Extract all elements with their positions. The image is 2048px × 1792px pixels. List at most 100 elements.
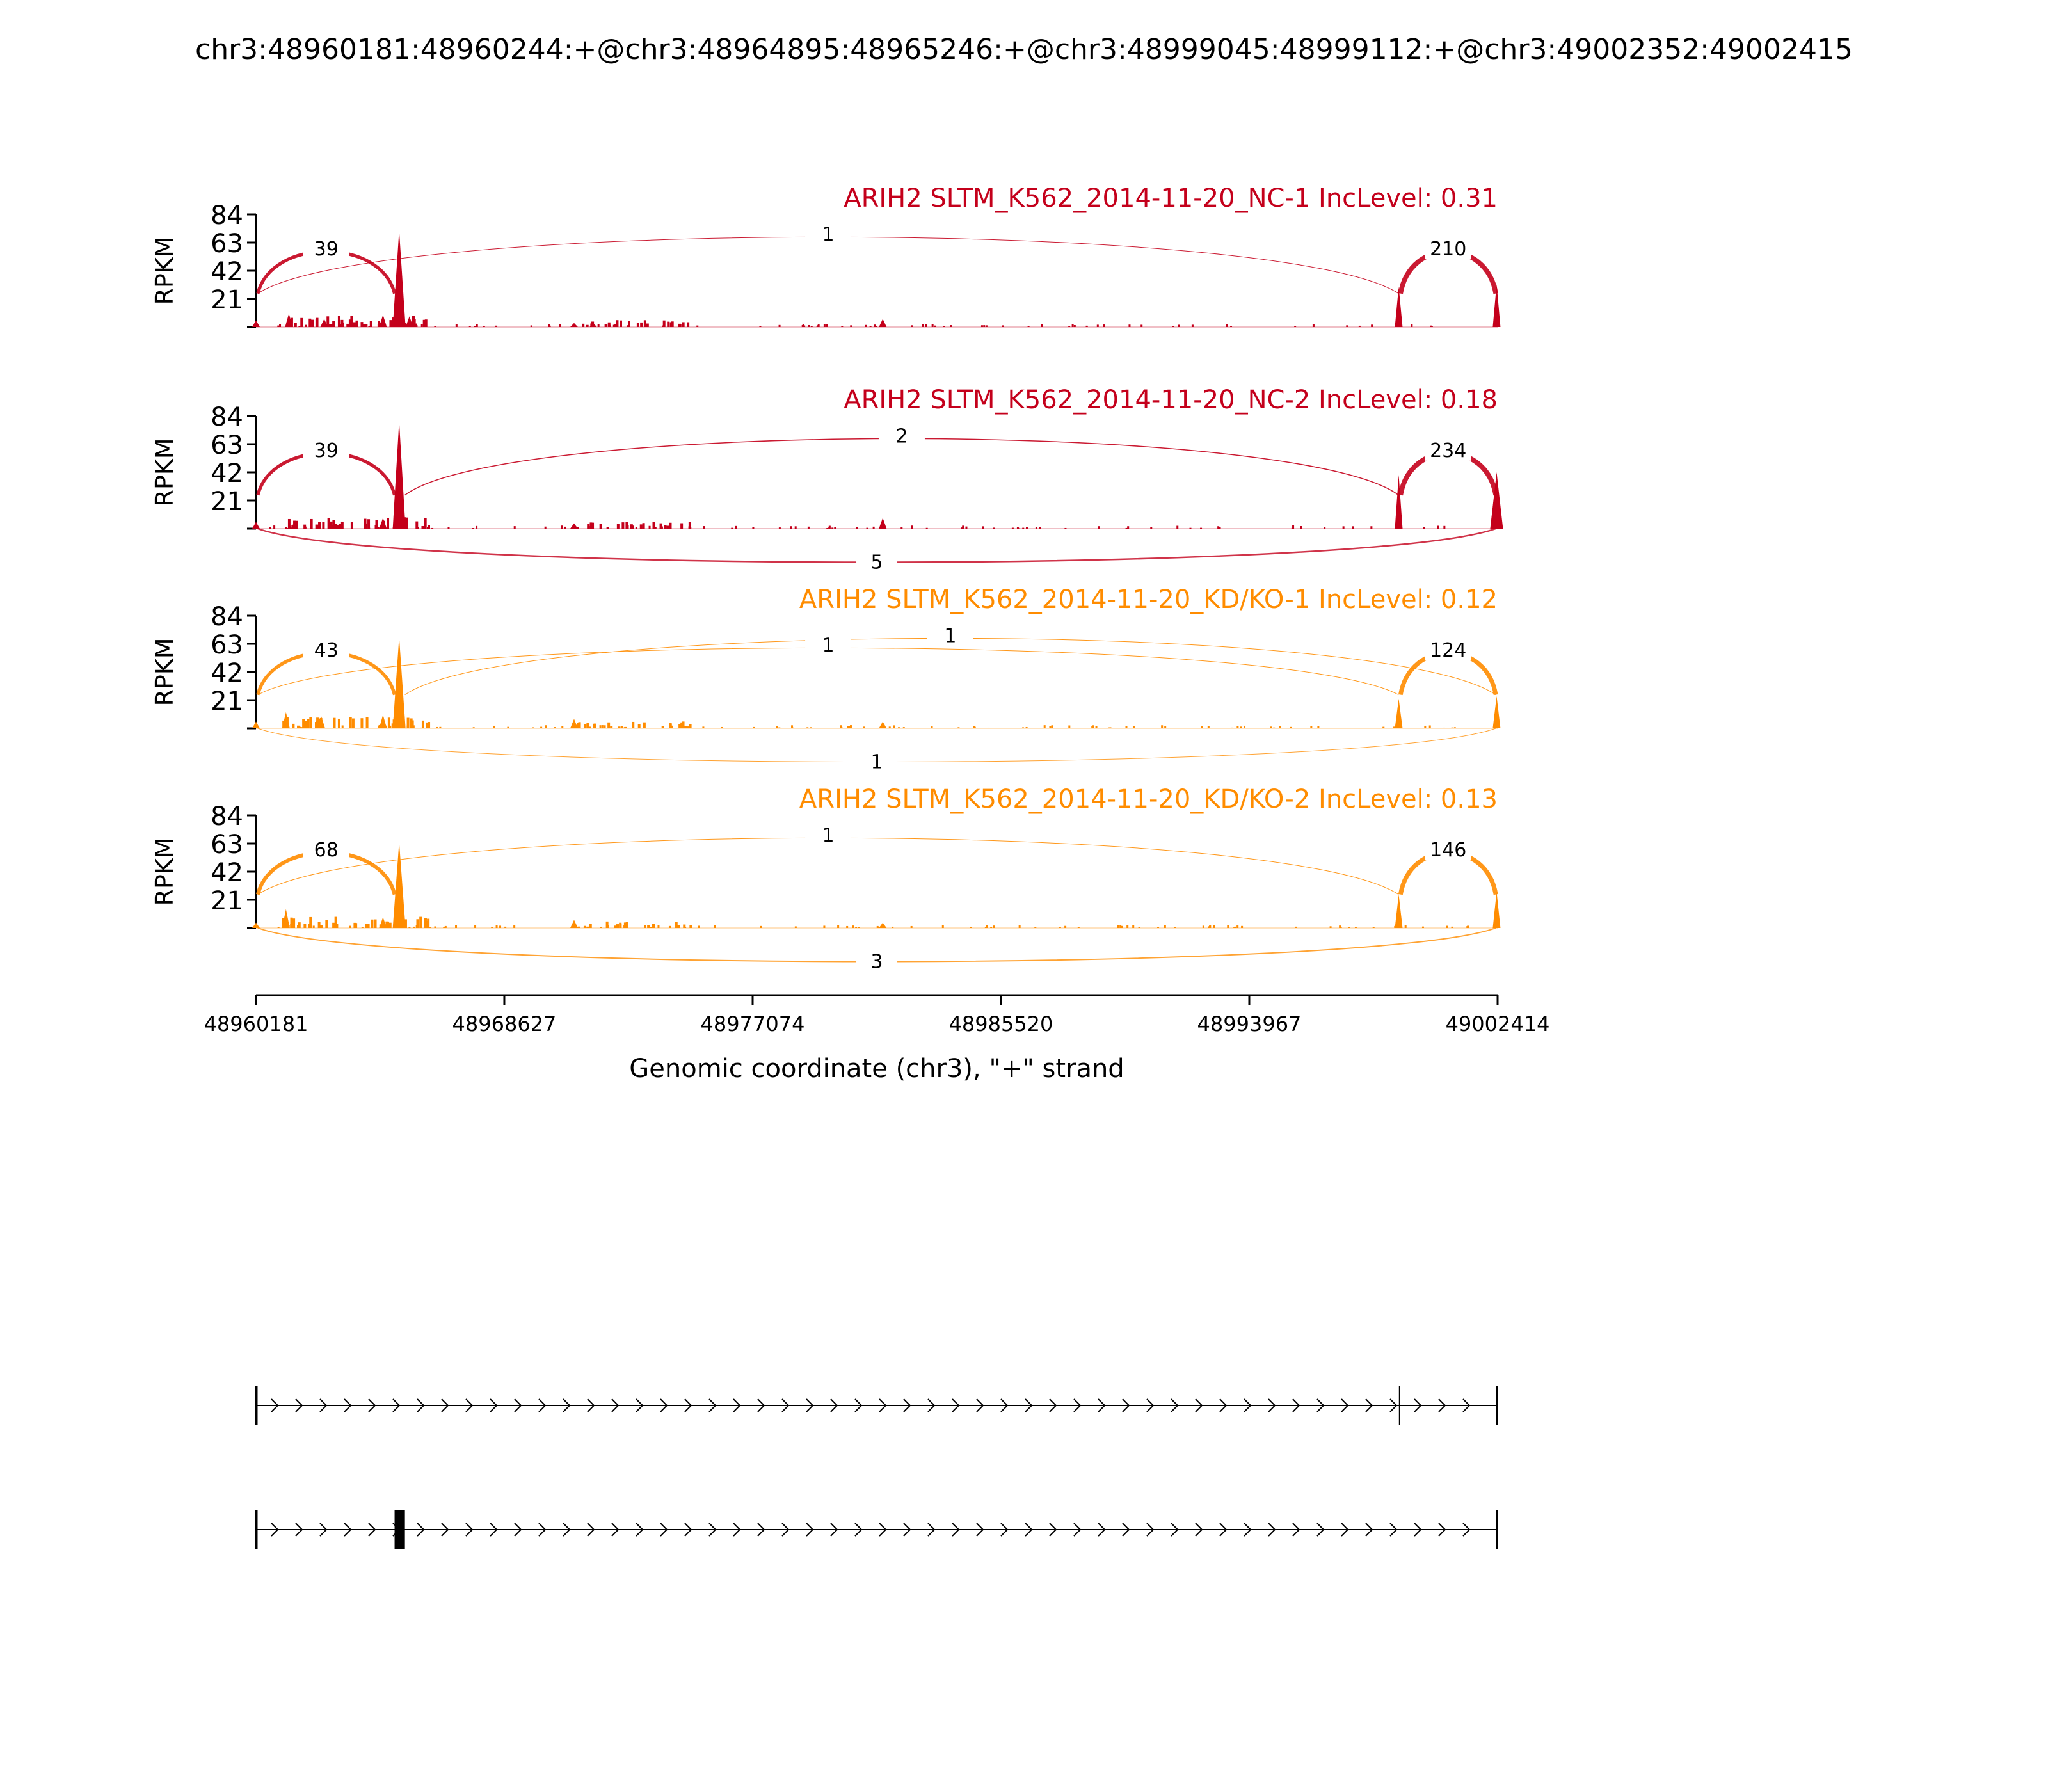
coverage-bar: [444, 925, 447, 928]
coverage-bar: [273, 525, 276, 529]
coverage-bar: [1358, 325, 1361, 327]
coverage-bar: [285, 527, 288, 529]
strand-arrow-icon: [538, 1398, 547, 1412]
strand-arrow-icon: [903, 1523, 911, 1537]
coverage-bar: [287, 321, 290, 327]
coverage-bar: [806, 727, 809, 728]
coverage-bar: [530, 325, 532, 327]
coverage-bar: [1121, 925, 1123, 928]
coverage-bar: [642, 523, 645, 529]
coverage-bar: [1022, 527, 1025, 529]
coverage-bar: [668, 925, 671, 928]
coverage-bar: [419, 916, 422, 928]
coverage-bar: [297, 725, 300, 728]
strand-arrow-icon: [441, 1523, 449, 1537]
coverage-bar: [1016, 527, 1019, 529]
coverage-bar: [1128, 324, 1131, 327]
strand-arrow-icon: [660, 1523, 668, 1537]
coverage-peak: [252, 721, 260, 728]
coverage-bar: [421, 720, 424, 728]
coverage-bar: [1310, 726, 1313, 728]
junction-label-bg: [856, 750, 898, 771]
coverage-bar: [1411, 324, 1413, 327]
coverage-bar: [985, 325, 988, 327]
coverage-bar: [604, 324, 607, 327]
coverage-bar: [406, 717, 410, 728]
strand-arrow-icon: [563, 1523, 571, 1537]
coverage-bar: [678, 724, 682, 728]
coverage-bar: [332, 520, 335, 529]
coverage-bar: [669, 723, 672, 728]
coverage-bar: [412, 316, 415, 327]
coverage-bar: [680, 723, 684, 728]
coverage-bar: [828, 525, 831, 529]
coverage-bar: [1095, 726, 1098, 728]
coverage-bar: [1339, 925, 1341, 928]
coverage-bar: [474, 326, 476, 327]
coverage-bar: [902, 727, 905, 728]
y-tick-label: 21: [211, 886, 243, 916]
strand-arrow-icon: [879, 1398, 887, 1412]
coverage-peak: [570, 323, 578, 327]
coverage-bar: [1244, 725, 1246, 728]
strand-arrow-icon: [392, 1398, 401, 1412]
coverage-bar: [387, 518, 390, 529]
strand-arrow-icon: [490, 1398, 498, 1412]
coverage-bar: [632, 721, 635, 728]
coverage-bar: [285, 717, 289, 728]
y-tick-label: 84: [211, 201, 243, 230]
junction-count: 146: [1430, 839, 1466, 861]
coverage-bar: [378, 323, 381, 327]
coverage-bar: [1233, 927, 1236, 928]
coverage-peak: [1492, 892, 1501, 928]
strand-arrow-icon: [952, 1398, 960, 1412]
coverage-bar: [595, 325, 597, 327]
coverage-bar: [675, 922, 678, 928]
strand-arrow-icon: [1462, 1398, 1471, 1412]
strand-arrow-icon: [368, 1523, 376, 1537]
strand-arrow-icon: [1462, 1523, 1471, 1537]
coverage-bar: [399, 927, 402, 928]
junction-label-bg: [805, 224, 852, 245]
coverage-bar: [325, 920, 328, 928]
strand-arrow-icon: [1000, 1398, 1009, 1412]
coverage-peak: [879, 518, 887, 529]
junction-count: 2: [895, 425, 908, 447]
coverage-bar: [1451, 926, 1453, 928]
coverage-bar: [683, 924, 686, 928]
coverage-bar: [852, 925, 854, 928]
coverage-bar: [794, 526, 797, 529]
coverage-bar: [1049, 726, 1052, 728]
coverage-bar: [650, 927, 652, 928]
coverage-bar: [1329, 926, 1332, 928]
strand-arrow-icon: [781, 1523, 790, 1537]
coverage-bar: [875, 326, 877, 327]
strand-arrow-icon: [1049, 1398, 1057, 1412]
coverage-bar: [330, 324, 333, 327]
coverage-bar: [826, 527, 829, 529]
coverage-bar: [1213, 925, 1215, 928]
strand-arrow-icon: [1365, 1398, 1373, 1412]
coverage-bar: [326, 316, 330, 327]
coverage-bar: [848, 726, 851, 728]
coverage-bar: [669, 522, 672, 529]
coverage-bar: [495, 925, 498, 928]
coverage-bar: [653, 527, 656, 529]
coverage-bar: [624, 726, 627, 728]
coverage-bar: [866, 527, 868, 529]
coverage-bar: [349, 717, 352, 728]
strand-arrow-icon: [295, 1398, 303, 1412]
junction-label-bg: [1425, 238, 1471, 259]
coverage-bar: [1370, 526, 1373, 529]
coverage-bar: [365, 324, 368, 327]
coverage-bar: [791, 725, 794, 728]
coverage-bar: [721, 726, 723, 728]
coverage-bar: [636, 323, 639, 327]
coverage-bar: [297, 925, 300, 928]
coverage-bar: [1150, 527, 1153, 529]
coverage-bar: [383, 524, 386, 529]
coverage-bar: [684, 726, 687, 728]
coverage-peak: [252, 320, 260, 327]
strand-arrow-icon: [344, 1398, 352, 1412]
